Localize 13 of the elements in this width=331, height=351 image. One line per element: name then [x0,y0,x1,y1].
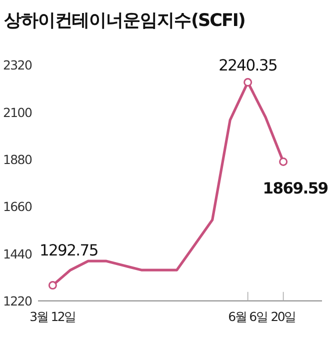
x-tick-label: 6월 6일 [228,308,268,324]
x-tick-label: 3월 12일 [30,308,76,324]
y-tick-label: 1440 [3,246,32,262]
x-tick-label: 20일 [270,308,296,324]
y-tick-label: 1880 [3,152,32,167]
y-tick-label: 1660 [3,199,32,214]
data-label: 1292.75 [39,241,98,260]
data-label: 1869.59 [262,180,328,198]
data-label: 2240.35 [218,56,278,74]
y-tick-label: 1220 [3,293,32,308]
chart-title: 상하이컨테이너운임지수(SCFI) [4,11,245,31]
y-tick-label: 2320 [3,58,32,73]
y-tick-label: 2100 [3,104,32,120]
